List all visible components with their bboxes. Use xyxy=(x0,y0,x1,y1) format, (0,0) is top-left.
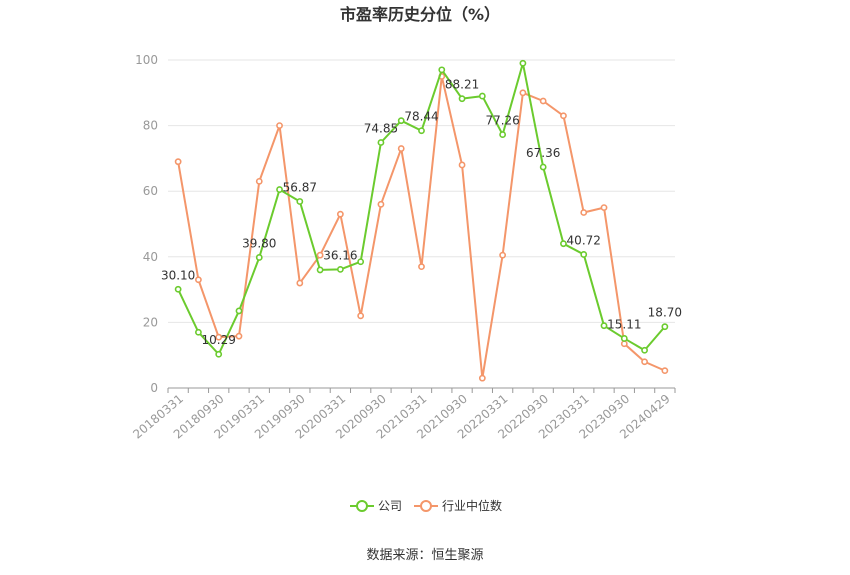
data-point xyxy=(600,204,608,211)
y-tick-label: 80 xyxy=(143,119,158,133)
legend[interactable]: 公司 行业中位数 xyxy=(350,498,502,513)
data-label: 74.85 xyxy=(364,121,398,135)
data-label: 56.87 xyxy=(283,180,317,194)
data-point xyxy=(296,198,304,205)
data-label: 10.29 xyxy=(202,333,236,347)
data-point xyxy=(296,279,304,287)
data-point xyxy=(458,95,466,103)
legend-label: 公司 xyxy=(378,499,402,513)
data-label: 39.80 xyxy=(242,236,276,250)
data-label: 77.26 xyxy=(485,114,519,128)
series-line xyxy=(177,62,666,356)
data-point xyxy=(641,358,648,366)
y-tick-label: 60 xyxy=(143,184,158,198)
y-tick-label: 20 xyxy=(143,315,158,329)
legend-label: 行业中位数 xyxy=(442,498,502,513)
data-point xyxy=(215,333,223,341)
data-point xyxy=(276,186,283,193)
data-point xyxy=(499,131,507,138)
legend-item[interactable]: 行业中位数 xyxy=(414,498,502,513)
x-axis: 2018033120180930201903312019093020200331… xyxy=(130,387,676,442)
data-point xyxy=(195,276,202,284)
data-point xyxy=(580,209,588,216)
data-point xyxy=(641,346,648,354)
data-point xyxy=(620,340,628,348)
data-point xyxy=(458,161,466,169)
data-point xyxy=(478,92,486,100)
legend-marker xyxy=(356,500,368,512)
data-point xyxy=(620,335,628,342)
data-point xyxy=(357,258,365,266)
plot-area: 30.10 10.29 39.80 56.87 36.16 74.85 78.44 88.21… xyxy=(161,59,682,382)
y-tick-label: 100 xyxy=(135,53,158,67)
data-point xyxy=(519,89,527,97)
data-point xyxy=(661,367,669,375)
data-point xyxy=(397,145,405,152)
data-point xyxy=(215,350,223,358)
y-tick-label: 40 xyxy=(143,250,158,264)
data-label: 88.21 xyxy=(445,78,479,92)
data-label: 15.11 xyxy=(607,317,641,331)
data-label: 30.10 xyxy=(161,268,195,282)
data-point xyxy=(418,127,425,135)
data-point xyxy=(560,112,567,120)
data-point xyxy=(499,251,507,259)
data-point xyxy=(539,97,547,105)
data-point xyxy=(418,263,425,271)
legend-item[interactable]: 公司 xyxy=(350,499,402,513)
data-point xyxy=(580,251,588,258)
legend-marker xyxy=(420,500,432,512)
data-point xyxy=(519,59,527,67)
data-point xyxy=(316,266,324,274)
data-point xyxy=(255,254,263,261)
data-point xyxy=(357,312,365,320)
data-point xyxy=(600,322,608,330)
data-point xyxy=(438,66,446,74)
data-point xyxy=(336,210,344,218)
y-tick-label: 0 xyxy=(150,381,158,395)
data-point xyxy=(478,374,486,382)
data-point xyxy=(336,265,344,273)
data-point xyxy=(235,307,243,315)
y-axis: 0 20 40 60 80 100 xyxy=(135,53,158,395)
data-label: 18.70 xyxy=(648,306,682,320)
data-point xyxy=(276,122,283,129)
data-point xyxy=(316,251,324,259)
grid xyxy=(168,59,675,323)
data-point xyxy=(397,117,405,125)
chart-title: 市盈率历史分位（%） xyxy=(340,5,500,24)
data-point xyxy=(661,323,669,331)
data-point xyxy=(377,200,385,208)
data-point xyxy=(235,332,243,340)
data-point xyxy=(560,240,567,248)
data-label: 40.72 xyxy=(567,233,601,247)
data-point xyxy=(174,158,182,166)
data-point xyxy=(539,163,547,171)
data-point xyxy=(377,139,385,146)
data-label: 67.36 xyxy=(526,146,560,160)
data-point xyxy=(174,285,182,293)
data-label: 36.16 xyxy=(323,248,357,262)
source-note: 数据来源：恒生聚源 xyxy=(366,548,483,563)
data-point xyxy=(195,328,202,336)
data-point xyxy=(255,177,263,185)
data-label: 78.44 xyxy=(404,110,438,124)
